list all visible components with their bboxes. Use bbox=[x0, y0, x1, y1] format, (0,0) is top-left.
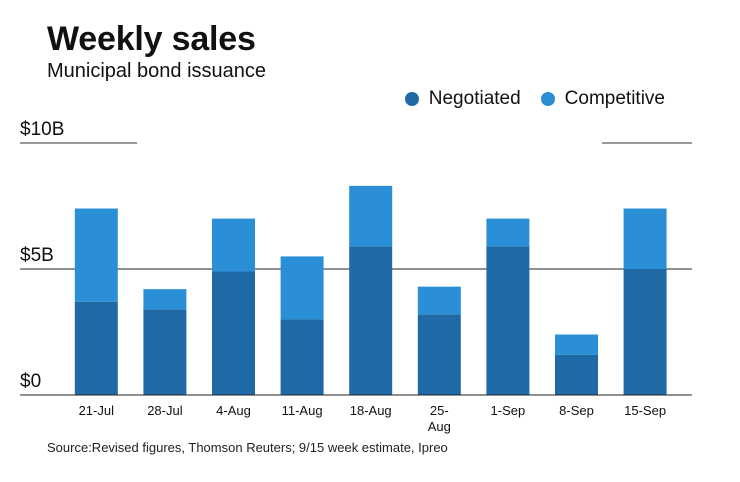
y-tick-label: $0 bbox=[20, 371, 41, 392]
bar-competitive-15-sep bbox=[623, 208, 667, 269]
x-tick-label: 8-Sep bbox=[559, 403, 594, 418]
x-tick-label: 21-Jul bbox=[79, 403, 115, 418]
bar-competitive-4-aug bbox=[212, 218, 255, 272]
x-tick-label: 18-Aug bbox=[350, 403, 392, 418]
bar-negotiated-21-jul bbox=[74, 301, 118, 395]
x-tick-label: 25-Aug bbox=[428, 403, 451, 434]
bar-negotiated-25-aug bbox=[417, 314, 461, 395]
bar-negotiated-11-aug bbox=[280, 319, 324, 395]
x-tick-label: 28-Jul bbox=[147, 403, 183, 418]
legend-label-negotiated: Negotiated bbox=[428, 88, 521, 109]
bar-competitive-25-aug bbox=[417, 286, 461, 315]
source-note: Source:Revised figures, Thomson Reuters;… bbox=[47, 440, 448, 455]
bar-competitive-21-jul bbox=[74, 208, 118, 302]
x-tick-label: 15-Sep bbox=[624, 403, 666, 418]
legend-item-negotiated: Negotiated bbox=[404, 88, 521, 110]
legend-swatch-competitive bbox=[540, 92, 555, 106]
legend-label-competitive: Competitive bbox=[564, 88, 665, 109]
chart-subtitle: Municipal bond issuance bbox=[47, 60, 267, 82]
x-tick-label: 11-Aug bbox=[282, 403, 323, 418]
legend-item-competitive: Competitive bbox=[540, 88, 665, 110]
legend-swatch-negotiated bbox=[404, 92, 419, 106]
bar-competitive-1-sep bbox=[486, 218, 530, 247]
x-tick-label: 1-Sep bbox=[491, 403, 526, 418]
bar-negotiated-15-sep bbox=[623, 269, 667, 395]
bar-competitive-18-aug bbox=[349, 185, 393, 247]
x-tick-label: 4-Aug bbox=[216, 403, 251, 418]
bar-negotiated-1-sep bbox=[486, 246, 530, 395]
bar-negotiated-4-aug bbox=[212, 271, 255, 395]
bar-negotiated-8-sep bbox=[555, 354, 598, 395]
bar-competitive-8-sep bbox=[555, 334, 598, 355]
y-tick-label: $10B bbox=[20, 119, 64, 140]
legend: Negotiated Competitive bbox=[404, 88, 665, 110]
bar-negotiated-18-aug bbox=[349, 246, 393, 395]
bar-competitive-11-aug bbox=[280, 256, 324, 320]
y-tick-label: $5B bbox=[20, 245, 54, 266]
bar-negotiated-28-jul bbox=[143, 309, 187, 395]
bar-competitive-28-jul bbox=[143, 289, 187, 310]
chart-title: Weekly sales bbox=[47, 20, 256, 58]
